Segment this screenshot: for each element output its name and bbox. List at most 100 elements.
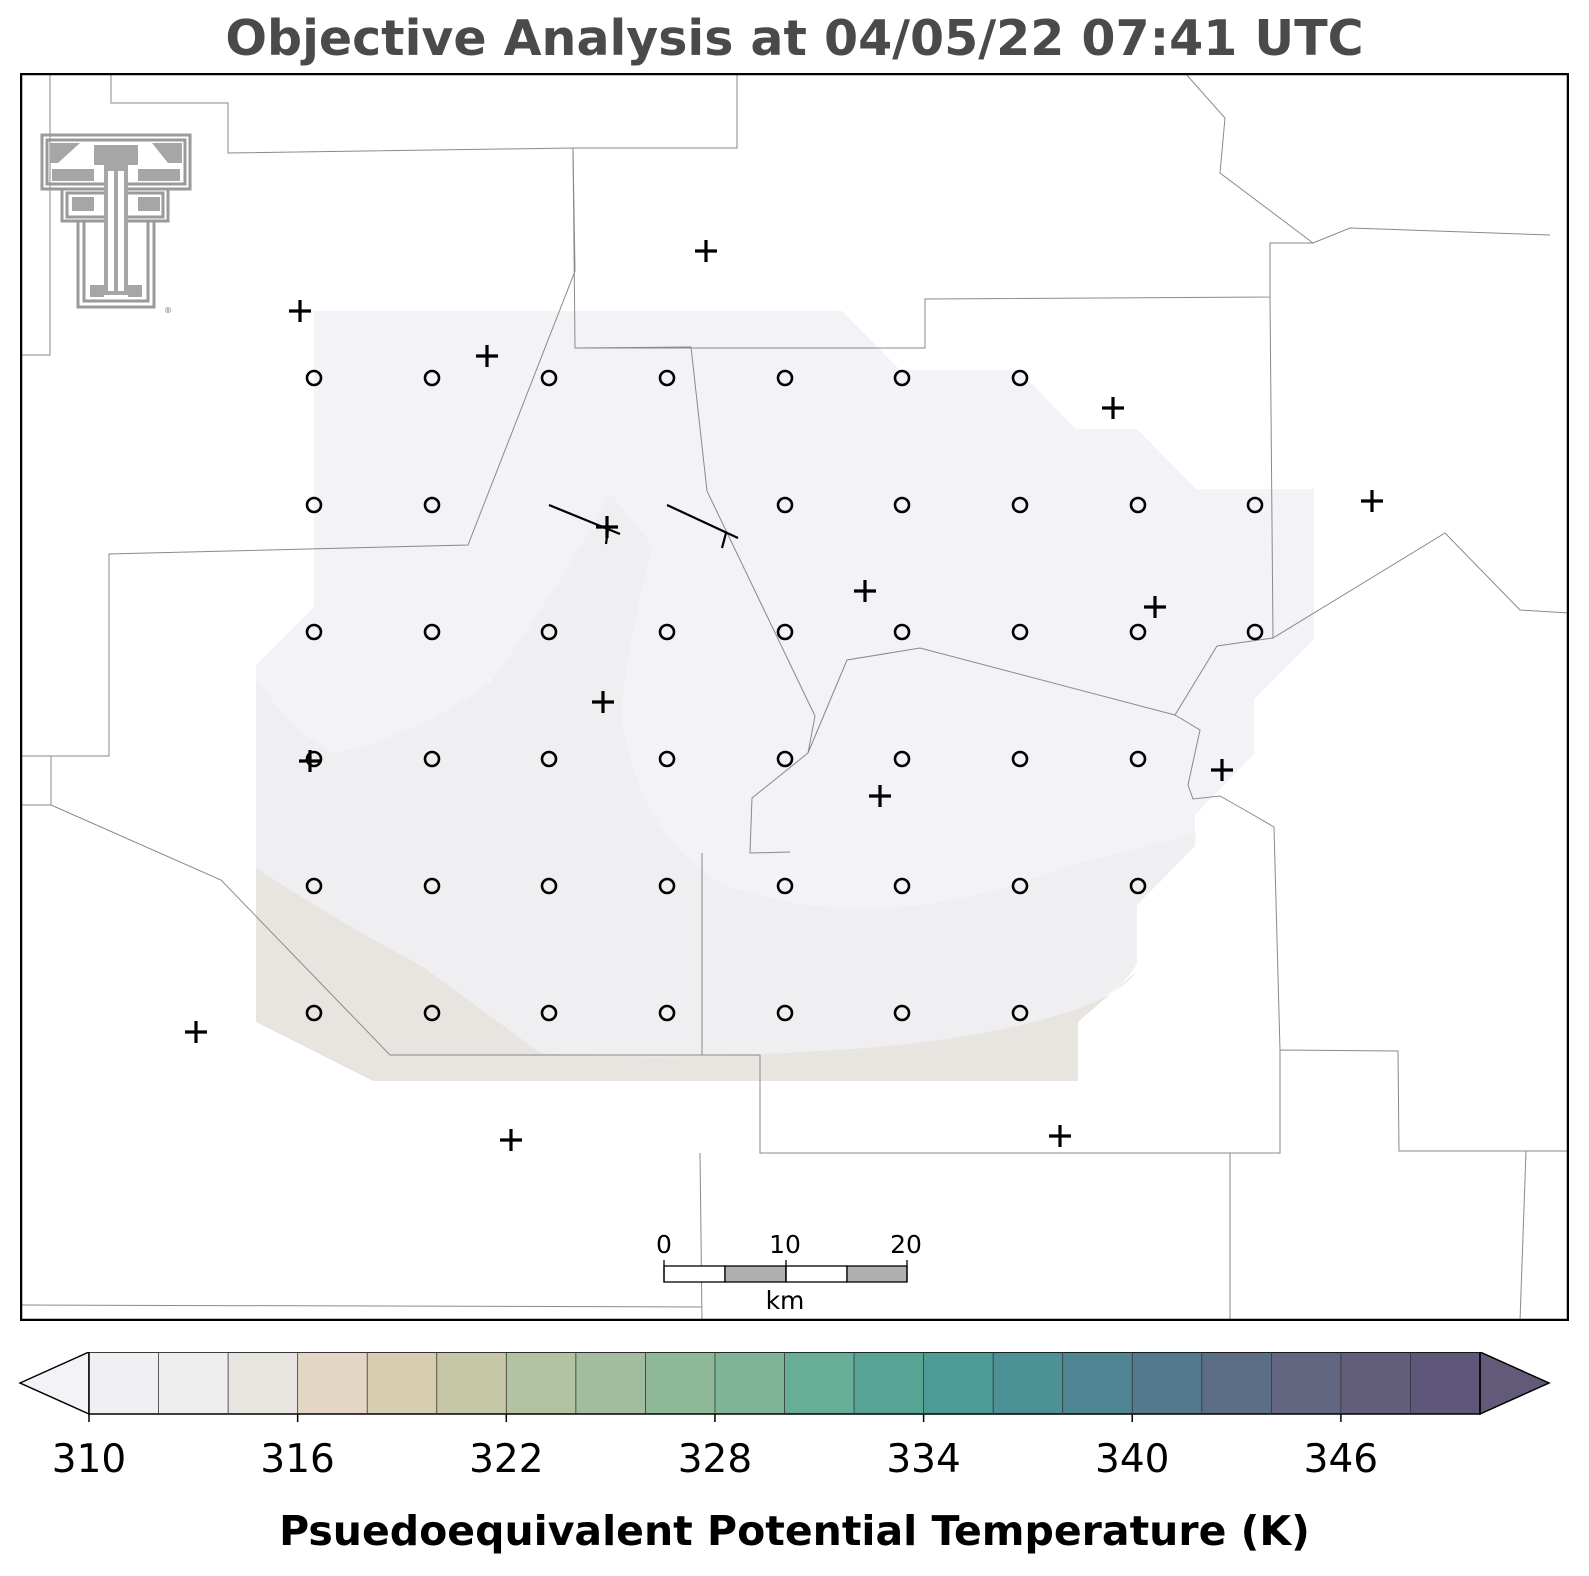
wind-barbs: [548, 503, 739, 549]
colorbar-tick-label: 334: [886, 1437, 961, 1482]
grid-point: [776, 496, 794, 514]
county-boundaries: [20, 73, 1569, 1321]
grid-point: [305, 1004, 323, 1022]
texas-tech-double-t-logo: ®: [40, 133, 192, 315]
grid-point: [540, 1004, 558, 1022]
grid-point: [1011, 496, 1029, 514]
colorbar-cell: [1062, 1352, 1133, 1414]
scale-bar-tick-label: 20: [890, 1230, 922, 1259]
grid-point: [1129, 496, 1147, 514]
colorbar-extend-high: [1479, 1352, 1551, 1416]
grid-point: [658, 1004, 676, 1022]
grid-point: [423, 623, 441, 641]
colorbar-tick-label: 328: [677, 1437, 753, 1482]
colorbar-tick-label: 322: [469, 1437, 544, 1482]
analysis-grid-points: [305, 369, 1264, 1022]
colorbar-cell: [1271, 1352, 1342, 1414]
grid-point: [658, 750, 676, 768]
grid-point: [893, 369, 911, 387]
colorbar-cell: [158, 1352, 229, 1414]
colorbar-cell: [1340, 1352, 1411, 1414]
map-panel[interactable]: ®: [20, 73, 1569, 1321]
grid-point: [658, 623, 676, 641]
grid-point: [423, 877, 441, 895]
grid-point: [1011, 877, 1029, 895]
grid-point: [776, 369, 794, 387]
theta-e-contour-fill: [256, 311, 1314, 1081]
grid-point: [1011, 623, 1029, 641]
scale-bar: 0 10 20 km: [650, 1230, 950, 1330]
colorbar-cell: [1132, 1352, 1203, 1414]
scale-bar-tick-label: 10: [769, 1230, 801, 1259]
colorbar-cell: [506, 1352, 577, 1414]
grid-point: [1011, 369, 1029, 387]
observation-stations: [185, 240, 1383, 1151]
grid-point: [893, 1004, 911, 1022]
station-marker: [1144, 596, 1166, 618]
colorbar-cell: [575, 1352, 646, 1414]
station-marker: [1361, 490, 1383, 512]
contour-region-312-314: [256, 868, 1137, 1081]
grid-point: [305, 750, 323, 768]
wind-barb: [666, 504, 739, 549]
grid-point: [776, 623, 794, 641]
map-frame: [20, 73, 1569, 1321]
grid-point: [423, 369, 441, 387]
colorbar-extend-low: [18, 1352, 90, 1416]
colorbar-cell: [367, 1352, 438, 1414]
grid-point: [658, 877, 676, 895]
station-marker: [299, 750, 321, 772]
colorbar-cell: [89, 1352, 160, 1414]
scale-bar-graphic: [663, 1260, 908, 1283]
grid-point: [1129, 750, 1147, 768]
station-marker: [476, 345, 498, 367]
grid-point: [423, 750, 441, 768]
grid-point: [776, 877, 794, 895]
grid-point: [893, 623, 911, 641]
grid-point: [305, 496, 323, 514]
station-marker: [1049, 1125, 1071, 1147]
grid-point: [540, 623, 558, 641]
colorbar-cell: [714, 1352, 785, 1414]
grid-point: [658, 369, 676, 387]
station-marker: [695, 240, 717, 262]
colorbar: [18, 1352, 1551, 1422]
registered-mark: ®: [164, 306, 172, 315]
colorbar-label: Psuedoequivalent Potential Temperature (…: [279, 1507, 1310, 1555]
grid-point: [540, 877, 558, 895]
grid-point: [540, 750, 558, 768]
colorbar-cell: [228, 1352, 299, 1414]
colorbar-cell: [1410, 1352, 1481, 1414]
colorbar-tick-label: 310: [51, 1437, 127, 1482]
scale-bar-unit: km: [765, 1286, 805, 1315]
station-marker: [869, 785, 891, 807]
colorbar-cell: [784, 1352, 855, 1414]
grid-point: [423, 1004, 441, 1022]
grid-point: [305, 369, 323, 387]
colorbar-tick-label: 346: [1303, 1437, 1379, 1482]
colorbar-cell: [923, 1352, 994, 1414]
station-marker: [289, 300, 311, 322]
contour-region-310-312: [256, 493, 1196, 1057]
grid-point: [1011, 750, 1029, 768]
grid-point: [893, 496, 911, 514]
grid-point: [776, 1004, 794, 1022]
colorbar-cell: [645, 1352, 716, 1414]
grid-point: [1011, 1004, 1029, 1022]
colorbar-cell: [1201, 1352, 1272, 1414]
station-marker: [1102, 397, 1124, 419]
grid-point: [776, 750, 794, 768]
station-marker: [1211, 759, 1233, 781]
colorbar-cell: [854, 1352, 925, 1414]
grid-point: [540, 369, 558, 387]
station-marker: [854, 580, 876, 602]
grid-point: [305, 877, 323, 895]
scale-bar-tick-label: 0: [656, 1230, 672, 1259]
grid-point: [423, 496, 441, 514]
page-title: Objective Analysis at 04/05/22 07:41 UTC: [225, 10, 1364, 67]
colorbar-tick-label: 340: [1095, 1437, 1170, 1482]
colorbar-cell: [297, 1352, 368, 1414]
grid-point: [893, 750, 911, 768]
grid-point: [1129, 877, 1147, 895]
station-marker: [500, 1129, 522, 1151]
